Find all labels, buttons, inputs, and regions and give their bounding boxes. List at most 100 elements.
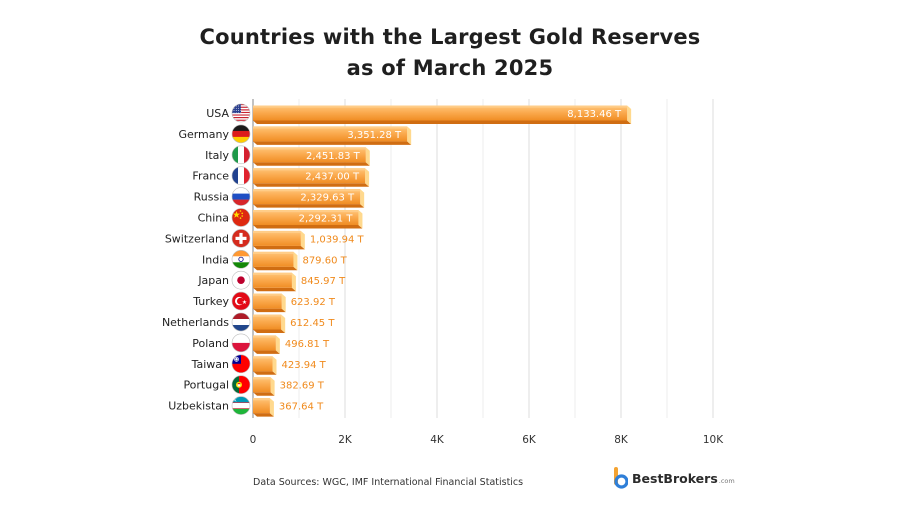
flag-switzerland-icon [231,229,251,248]
category-label: Turkey [192,295,229,308]
chart-title: Countries with the Largest Gold Reserves… [0,22,900,84]
bar [253,398,274,417]
x-tick-label: 0 [250,434,257,446]
bar-bottom-face [253,266,298,271]
bar-bottom-face [253,204,365,208]
bar-highlight [253,105,628,108]
bar-highlight [253,126,408,129]
bar-end-face [275,335,280,354]
bars [253,105,632,417]
flag-russia-icon [231,187,251,206]
bar [253,168,370,187]
data-label: 612.45 T [290,318,335,329]
bar-end-face [272,356,277,375]
bar-bottom-face [253,162,370,166]
data-label: 3,351.28 T [347,130,402,141]
bar-front-face [253,377,271,393]
data-label: 2,451.83 T [306,151,361,162]
category-label: Japan [197,274,229,287]
data-labels: 8,133.46 T 3,351.28 T 2,451.83 T 2,437.00 T… [279,109,622,413]
bar-front-face [253,105,628,121]
bar-highlight [253,377,271,380]
bar-end-face [358,210,363,229]
bar-front-face [253,293,282,309]
bar-front-face [253,335,276,351]
category-labels: USA Germany Italy France Russia China Switzerl… [162,107,230,413]
bar [253,147,370,166]
bar-highlight [253,251,294,254]
bar-end-face [270,377,275,396]
data-label: 367.64 T [279,402,324,413]
x-tick-label: 2K [338,434,353,446]
chart-title-line-2: as of March 2025 [346,56,554,80]
category-label: Poland [192,337,229,350]
data-label: 496.81 T [285,339,330,350]
flag-italy-icon [231,145,251,165]
x-tick-label: 8K [614,434,629,446]
category-label: Taiwan [191,358,229,371]
bar [253,356,277,375]
bar-highlight [253,356,273,359]
category-label: Uzbekistan [168,400,229,413]
flag-usa-icon [231,103,251,123]
x-tick-label: 10K [703,434,724,446]
flag-japan-icon [231,270,251,290]
data-label: 8,133.46 T [567,109,622,120]
flag-china-icon [231,208,251,227]
bar-bottom-face [253,350,280,354]
bar-bottom-face [253,183,370,187]
flag-portugal-icon [231,375,251,395]
bar-bottom-face [253,413,274,417]
flag-uzbekistan-icon [231,396,251,415]
category-label: India [202,253,229,266]
bar-end-face [293,251,298,271]
data-label: 879.60 T [302,255,347,266]
bar-highlight [253,293,282,296]
bar-end-face [300,230,305,250]
bar-highlight [253,335,276,338]
flag-netherlands-icon [231,312,251,332]
chart-title-line-1: Countries with the Largest Gold Reserves [199,25,701,49]
bestbrokers-logo[interactable]: BestBrokers .com [614,466,735,490]
bar-bottom-face [253,287,296,292]
bar-end-face [627,105,632,124]
bar [253,126,412,145]
category-label: Germany [178,128,229,141]
bar-end-face [269,398,274,417]
bar [253,189,365,208]
bar-bottom-face [253,308,286,313]
bar-end-face [291,272,296,292]
bar-front-face [253,126,408,142]
bar-highlight [253,147,366,150]
bar-end-face [360,189,365,208]
data-label: 2,437.00 T [305,172,360,183]
category-label: Russia [194,191,229,204]
data-label: 423.94 T [282,360,327,371]
data-label: 2,329.63 T [300,193,355,204]
bar-highlight [253,398,270,401]
bar [253,210,363,229]
data-label: 382.69 T [280,381,325,392]
bar-highlight [253,189,361,192]
bar-front-face [253,272,292,288]
data-label: 623.92 T [291,297,336,308]
flags [231,103,251,415]
bar-end-face [281,314,286,333]
bar-highlight [253,230,301,234]
category-label: Switzerland [165,232,229,245]
flag-turkey-icon [231,291,251,311]
category-label: China [198,212,229,225]
bar-bottom-face [253,141,412,145]
bar [253,335,280,354]
data-source-note: Data Sources: WGC, IMF International Fin… [253,477,524,488]
bar-front-face [253,147,366,163]
bar-bottom-face [253,329,286,333]
x-tick-label: 6K [522,434,537,446]
bar-highlight [253,272,292,275]
bar-bottom-face [253,371,277,375]
bar-bottom-face [253,392,275,396]
bar-front-face [253,356,273,372]
data-label: 2,292.31 T [299,214,354,225]
flag-poland-icon [231,333,251,353]
